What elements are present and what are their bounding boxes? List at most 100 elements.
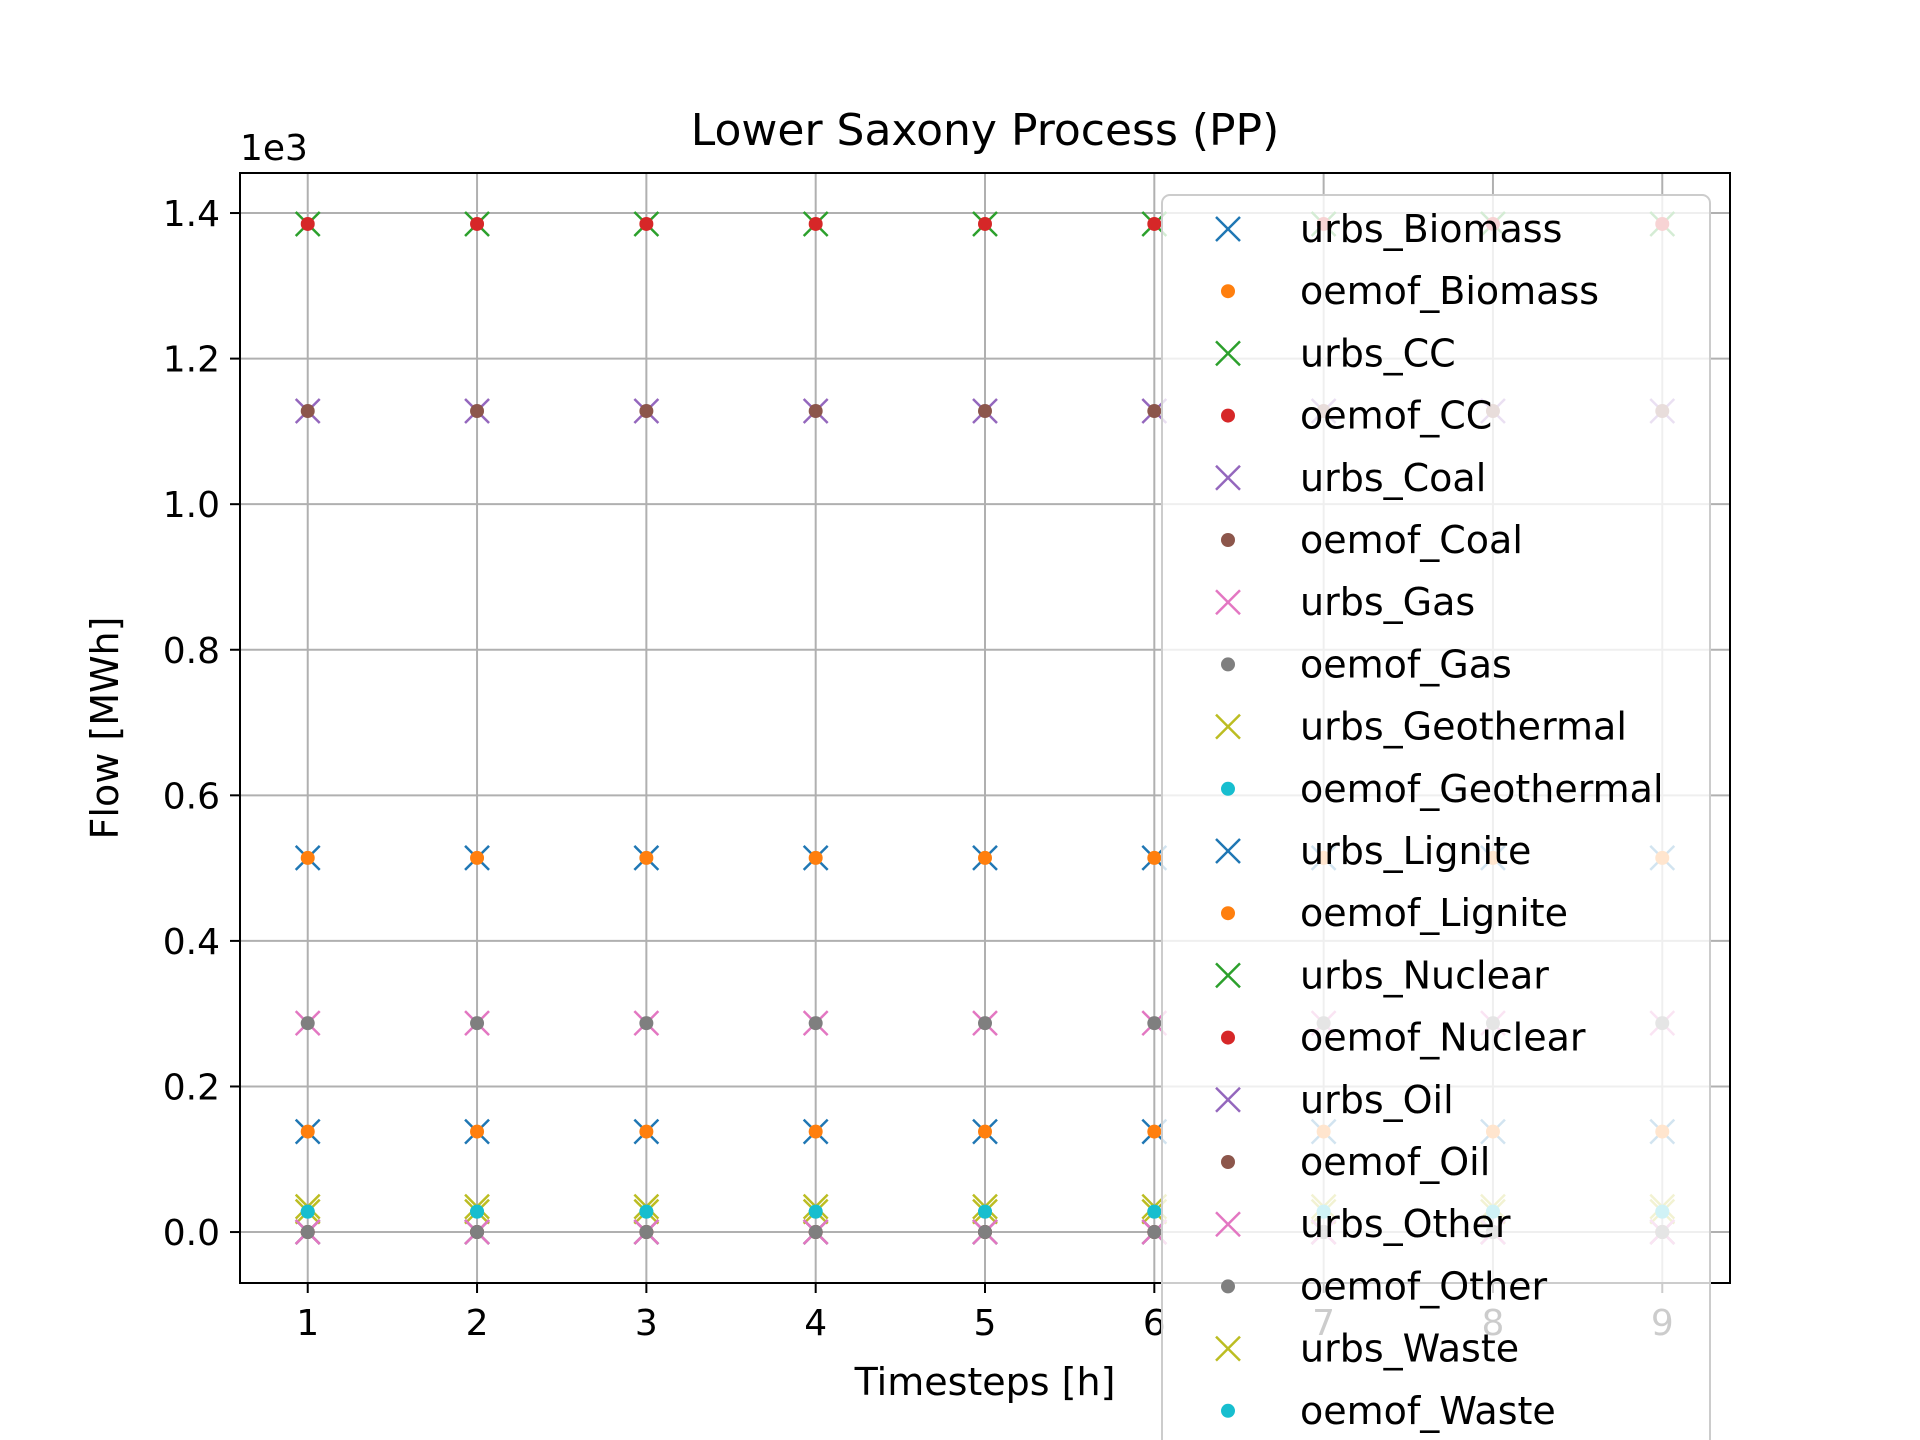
legend-marker-urbs-oil (1215, 1086, 1241, 1113)
y-offset-label: 1e3 (240, 128, 308, 169)
legend-marker-oemof-biomass (1221, 284, 1235, 299)
x-tick-label: 4 (804, 1303, 827, 1344)
legend-label-oemof-lignite: oemof_Lignite (1300, 891, 1568, 935)
legend-label-urbs-other: urbs_Other (1300, 1202, 1511, 1246)
y-axis-label: Flow [MWh] (83, 617, 127, 840)
legend-label-urbs-biomass: urbs_Biomass (1300, 207, 1562, 251)
point-oemof-coal (808, 404, 823, 419)
point-oemof-biomass (639, 850, 654, 865)
legend-marker-urbs-gas (1215, 589, 1241, 616)
legend-marker-oemof-oil (1221, 1155, 1235, 1169)
legend-marker-oemof-gas (1221, 657, 1235, 672)
legend-marker-oemof-nuclear (1221, 1030, 1235, 1045)
chart-title: Lower Saxony Process (PP) (691, 105, 1280, 156)
point-oemof-waste (300, 1204, 315, 1219)
point-oemof-biomass (808, 850, 823, 865)
legend-marker-urbs-other (1215, 1211, 1241, 1238)
point-oemof-waste (470, 1204, 485, 1219)
legend-label-urbs-oil: urbs_Oil (1300, 1078, 1454, 1122)
legend-label-urbs-lignite: urbs_Lignite (1300, 829, 1531, 873)
y-tick-label: 0.6 (163, 776, 220, 817)
legend-marker-oemof-cc (1221, 408, 1235, 423)
y-tick-label: 0.0 (163, 1213, 220, 1254)
legend-label-oemof-biomass: oemof_Biomass (1300, 269, 1599, 313)
legend-marker-oemof-other (1221, 1279, 1235, 1294)
legend-marker-urbs-geothermal (1215, 713, 1241, 740)
point-oemof-other (808, 1225, 823, 1240)
legend-marker-urbs-waste (1215, 1335, 1241, 1362)
point-oemof-other (1147, 1225, 1162, 1240)
point-oemof-waste (1147, 1204, 1162, 1219)
point-oemof-gas (978, 1016, 992, 1031)
legend-label-urbs-coal: urbs_Coal (1300, 456, 1486, 500)
legend-marker-urbs-biomass (1215, 216, 1241, 242)
legend-label-oemof-gas: oemof_Gas (1300, 642, 1512, 686)
point-oemof-gas (639, 1016, 654, 1031)
point-oemof-other (470, 1225, 485, 1240)
point-oemof-other (639, 1225, 654, 1240)
legend-marker-urbs-nuclear (1215, 962, 1241, 989)
y-tick-label: 0.8 (163, 631, 220, 672)
y-tick-label: 1.0 (163, 485, 220, 526)
point-oemof-other (978, 1225, 992, 1240)
x-tick-label: 2 (466, 1303, 489, 1344)
x-tick-label: 3 (635, 1303, 658, 1344)
point-oemof-coal (1147, 404, 1162, 419)
legend-marker-oemof-lignite (1221, 906, 1235, 921)
legend-label-oemof-nuclear: oemof_Nuclear (1300, 1016, 1586, 1060)
point-oemof-cc (639, 216, 654, 231)
point-oemof-gas (300, 1016, 315, 1031)
point-oemof-biomass (300, 850, 315, 865)
legend-label-oemof-oil: oemof_Oil (1300, 1140, 1490, 1184)
legend-label-oemof-geothermal: oemof_Geothermal (1300, 767, 1664, 811)
point-oemof-biomass (978, 850, 992, 865)
legend-label-oemof-coal: oemof_Coal (1300, 518, 1523, 562)
legend-frame (1161, 194, 1711, 1440)
point-oemof-cc (978, 216, 992, 231)
x-tick-label: 6 (1143, 1303, 1166, 1344)
legend-label-urbs-cc: urbs_CC (1300, 331, 1456, 375)
point-oemof-coal (300, 404, 315, 419)
point-oemof-lignite (808, 1124, 823, 1139)
point-oemof-coal (639, 404, 654, 419)
point-oemof-cc (300, 216, 315, 231)
legend-label-urbs-nuclear: urbs_Nuclear (1300, 953, 1549, 997)
point-oemof-coal (470, 404, 485, 419)
point-oemof-waste (639, 1204, 654, 1219)
legend-marker-urbs-cc (1215, 340, 1241, 367)
point-oemof-coal (978, 404, 992, 419)
legend-marker-oemof-geothermal (1221, 781, 1235, 796)
legend-entries: urbs_Biomass oemof_Biomass urbs_CC oemof_CC… (1215, 207, 1664, 1433)
legend-label-oemof-waste: oemof_Waste (1300, 1389, 1556, 1433)
y-tick-label: 0.2 (163, 1067, 220, 1108)
point-oemof-cc (1147, 216, 1162, 231)
legend-label-oemof-other: oemof_Other (1300, 1264, 1548, 1308)
point-oemof-biomass (1147, 850, 1162, 865)
point-oemof-gas (1147, 1016, 1162, 1031)
legend-marker-oemof-coal (1221, 533, 1235, 547)
point-oemof-cc (470, 216, 485, 231)
point-oemof-lignite (470, 1124, 485, 1139)
point-oemof-waste (808, 1204, 823, 1219)
legend-marker-urbs-coal (1215, 464, 1241, 491)
y-tick-label: 1.4 (163, 194, 220, 235)
x-tick-label: 5 (974, 1303, 997, 1344)
point-oemof-lignite (639, 1124, 654, 1139)
y-tick-label: 1.2 (163, 340, 220, 381)
legend-marker-oemof-waste (1221, 1403, 1235, 1418)
point-oemof-gas (470, 1016, 485, 1031)
legend-label-urbs-waste: urbs_Waste (1300, 1327, 1519, 1371)
point-oemof-cc (808, 216, 823, 231)
point-oemof-gas (808, 1016, 823, 1031)
point-oemof-waste (978, 1204, 992, 1219)
point-oemof-lignite (1147, 1124, 1162, 1139)
point-oemof-other (300, 1225, 315, 1240)
y-tick-label: 0.4 (163, 922, 220, 963)
legend-marker-urbs-lignite (1215, 838, 1241, 864)
x-tick-label: 1 (296, 1303, 319, 1344)
point-oemof-biomass (470, 850, 485, 865)
x-axis-label: Timesteps [h] (854, 1360, 1116, 1404)
point-oemof-lignite (978, 1124, 992, 1139)
legend-label-urbs-gas: urbs_Gas (1300, 580, 1475, 624)
